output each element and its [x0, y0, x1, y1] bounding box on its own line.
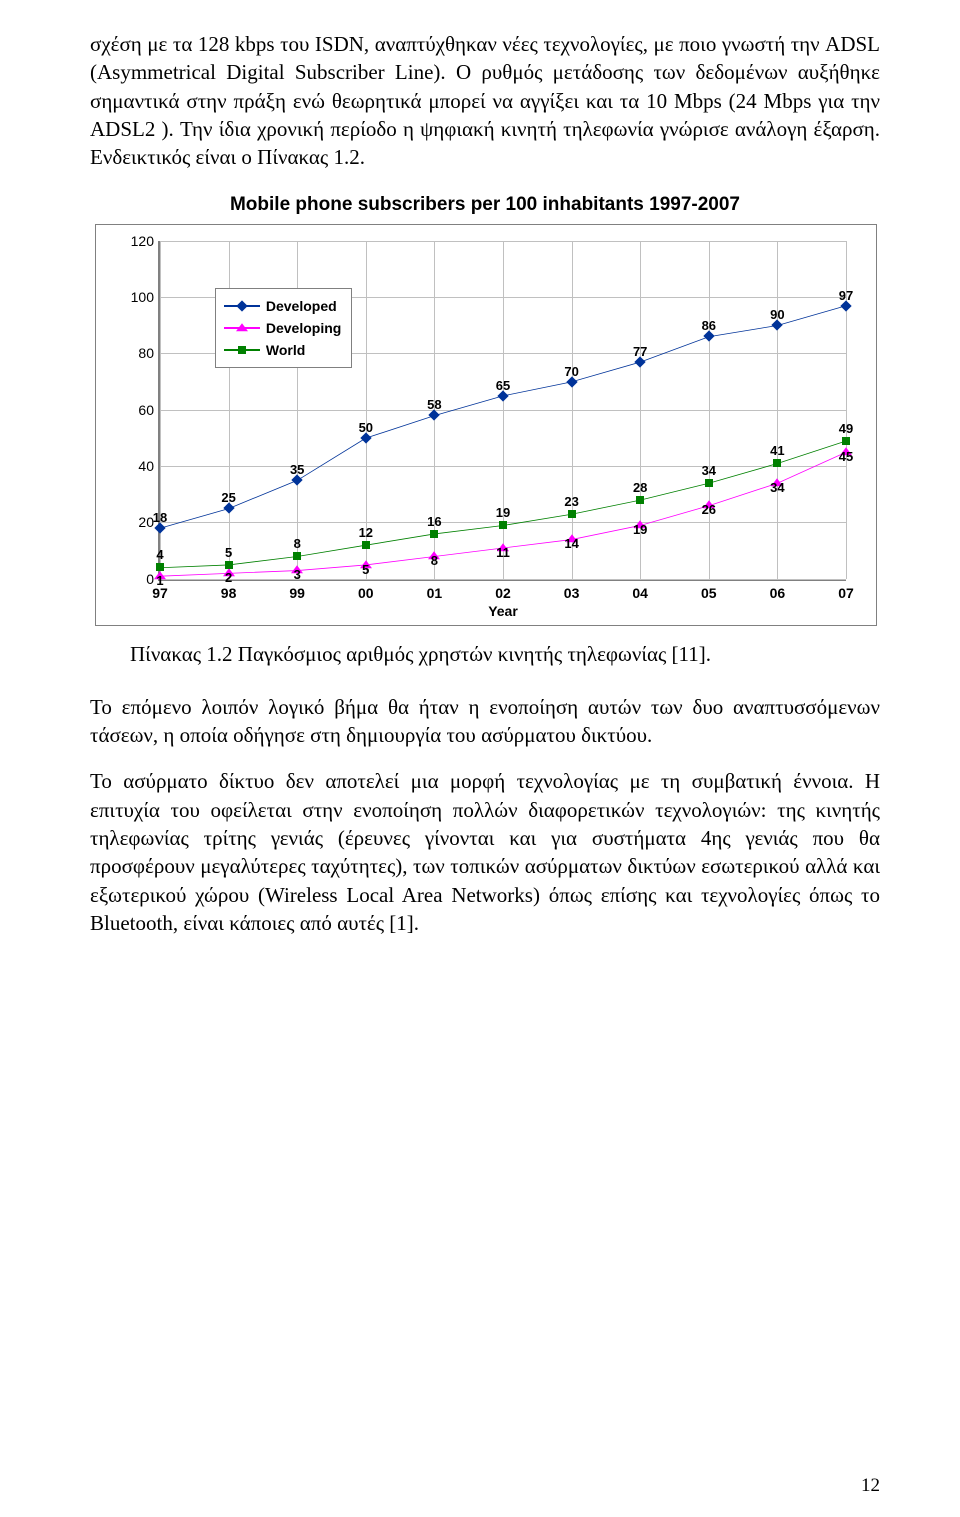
chart-container: Mobile phone subscribers per 100 inhabit…	[95, 194, 875, 626]
chart-data-label: 41	[770, 443, 784, 458]
chart-marker	[705, 479, 713, 487]
chart-data-label: 3	[294, 567, 301, 582]
chart-data-label: 19	[633, 522, 647, 537]
chart-data-label: 25	[221, 490, 235, 505]
chart-data-label: 16	[427, 514, 441, 529]
chart-data-label: 1	[156, 573, 163, 588]
chart-marker	[842, 437, 850, 445]
chart-data-label: 65	[496, 378, 510, 393]
chart-marker	[568, 510, 576, 518]
chart-data-label: 90	[770, 307, 784, 322]
chart-xtick-label: 03	[564, 579, 580, 601]
chart-ytick-label: 100	[131, 289, 160, 305]
chart-ytick-label: 60	[138, 402, 160, 418]
chart-data-label: 86	[702, 318, 716, 333]
chart-data-label: 18	[153, 510, 167, 525]
chart-data-label: 70	[564, 364, 578, 379]
page-number: 12	[861, 1475, 880, 1497]
chart-data-label: 50	[359, 420, 373, 435]
chart-marker	[430, 530, 438, 538]
chart-title: Mobile phone subscribers per 100 inhabit…	[95, 194, 875, 216]
chart-data-label: 5	[225, 545, 232, 560]
chart-data-label: 34	[702, 463, 716, 478]
chart-data-label: 26	[702, 502, 716, 517]
chart-legend-item: World	[224, 339, 341, 361]
chart-marker	[293, 552, 301, 560]
chart-data-label: 34	[770, 480, 784, 495]
chart-marker	[499, 521, 507, 529]
chart-data-label: 2	[225, 570, 232, 585]
chart-ytick-label: 120	[131, 233, 160, 249]
chart-data-label: 14	[564, 536, 578, 551]
chart-xtick-label: 04	[632, 579, 648, 601]
chart-legend-label: Developing	[266, 320, 341, 336]
chart-marker	[773, 459, 781, 467]
chart-data-label: 5	[362, 562, 369, 577]
chart-xtick-label: 00	[358, 579, 374, 601]
chart-xtick-label: 05	[701, 579, 717, 601]
chart-xtick-label: 06	[770, 579, 786, 601]
chart-legend-label: World	[266, 342, 305, 358]
chart-data-label: 97	[839, 288, 853, 303]
chart-plot-box: 0204060801001209798990001020304050607Yea…	[95, 224, 877, 626]
chart-data-label: 19	[496, 505, 510, 520]
chart-data-label: 8	[294, 536, 301, 551]
chart-ytick-label: 80	[138, 345, 160, 361]
paragraph-2: Το επόμενο λοιπόν λογικό βήμα θα ήταν η …	[90, 693, 880, 750]
chart-data-label: 23	[564, 494, 578, 509]
chart-data-label: 4	[156, 547, 163, 562]
chart-xaxis-label: Year	[488, 603, 518, 619]
chart-marker	[236, 323, 248, 331]
chart-ytick-label: 40	[138, 458, 160, 474]
chart-plot-area: 0204060801001209798990001020304050607Yea…	[158, 241, 846, 581]
chart-marker	[238, 346, 246, 354]
chart-marker	[362, 541, 370, 549]
chart-xtick-label: 01	[427, 579, 443, 601]
chart-legend-item: Developed	[224, 295, 341, 317]
chart-caption: Πίνακας 1.2 Παγκόσμιος αριθμός χρηστών κ…	[130, 642, 880, 667]
chart-data-label: 28	[633, 480, 647, 495]
chart-marker	[156, 563, 164, 571]
chart-data-label: 11	[496, 545, 510, 560]
chart-data-label: 58	[427, 397, 441, 412]
chart-marker	[236, 300, 247, 311]
paragraph-3: Το ασύρματο δίκτυο δεν αποτελεί μια μορφ…	[90, 767, 880, 937]
chart-data-label: 35	[290, 462, 304, 477]
chart-data-label: 77	[633, 344, 647, 359]
chart-data-label: 12	[359, 525, 373, 540]
chart-legend-label: Developed	[266, 298, 337, 314]
chart-legend: Developed Developing World	[215, 288, 352, 368]
document-page: σχέση με τα 128 kbps του ISDN, αναπτύχθη…	[0, 0, 960, 1517]
chart-xtick-label: 02	[495, 579, 511, 601]
chart-data-label: 8	[431, 553, 438, 568]
chart-marker	[225, 561, 233, 569]
chart-xtick-label: 07	[838, 579, 854, 601]
chart-legend-item: Developing	[224, 317, 341, 339]
chart-data-label: 45	[839, 449, 853, 464]
chart-marker	[636, 496, 644, 504]
chart-data-label: 49	[839, 421, 853, 436]
paragraph-1: σχέση με τα 128 kbps του ISDN, αναπτύχθη…	[90, 30, 880, 172]
